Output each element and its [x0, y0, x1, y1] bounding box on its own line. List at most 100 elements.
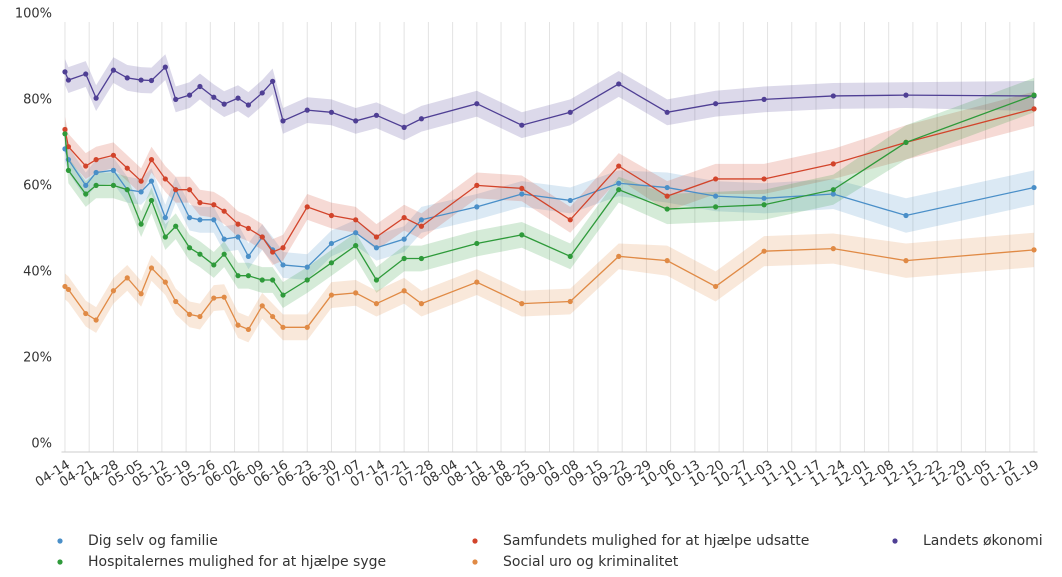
- legend-label: Landets økonomi: [923, 533, 1043, 549]
- data-point: [474, 182, 480, 188]
- data-point: [138, 77, 144, 83]
- data-point: [186, 215, 193, 221]
- data-point: [148, 197, 155, 204]
- data-point: [186, 92, 193, 98]
- data-point: [211, 217, 217, 223]
- legend-marker: [472, 538, 478, 544]
- data-point: [270, 249, 276, 255]
- data-point: [373, 301, 380, 307]
- data-point: [567, 109, 573, 115]
- data-point: [373, 245, 380, 251]
- data-point: [197, 313, 203, 320]
- data-point: [211, 262, 217, 268]
- data-point: [138, 189, 144, 195]
- data-point: [830, 187, 836, 193]
- data-point: [186, 187, 193, 193]
- data-point: [519, 122, 525, 128]
- data-point: [567, 253, 573, 259]
- data-point: [474, 279, 480, 285]
- data-point: [148, 157, 155, 163]
- data-point: [211, 295, 217, 301]
- data-point: [903, 212, 909, 219]
- data-point: [903, 258, 909, 264]
- y-tick-label: 20%: [23, 351, 52, 366]
- data-point: [519, 185, 525, 192]
- data-point: [124, 165, 130, 171]
- data-point: [664, 193, 670, 199]
- data-point: [373, 112, 380, 118]
- data-point: [93, 317, 99, 323]
- data-point: [65, 144, 72, 150]
- data-point: [148, 265, 155, 271]
- data-point: [328, 292, 335, 298]
- confidence-band: [64, 77, 1035, 308]
- data-point: [173, 298, 179, 305]
- data-point: [245, 273, 251, 279]
- data-point: [353, 243, 359, 249]
- data-point: [328, 240, 335, 247]
- data-point: [235, 221, 241, 227]
- data-point: [474, 101, 480, 107]
- legend-marker: [57, 538, 63, 544]
- y-tick-label: 60%: [23, 179, 52, 194]
- data-point: [148, 77, 155, 84]
- data-point: [401, 215, 407, 221]
- data-point: [173, 223, 179, 229]
- data-point: [830, 191, 836, 197]
- data-point: [259, 277, 265, 283]
- data-point: [1031, 247, 1037, 253]
- data-point: [221, 101, 227, 107]
- data-point: [245, 326, 251, 333]
- data-point: [761, 96, 767, 102]
- data-point: [110, 167, 117, 173]
- data-point: [830, 93, 836, 99]
- data-point: [62, 131, 68, 137]
- data-point: [418, 255, 425, 262]
- data-point: [1031, 184, 1037, 191]
- data-point: [664, 109, 670, 115]
- data-point: [401, 288, 407, 294]
- data-point: [830, 161, 836, 167]
- confidence-band: [64, 54, 1035, 141]
- data-point: [664, 184, 670, 191]
- data-point: [245, 225, 251, 231]
- data-point: [328, 260, 335, 266]
- data-point: [353, 217, 359, 223]
- data-point: [373, 234, 380, 240]
- data-point: [713, 101, 719, 107]
- data-point: [280, 262, 286, 268]
- legend-item: Social uro og kriminalitet: [472, 554, 679, 570]
- data-point: [713, 204, 719, 210]
- data-point: [93, 157, 99, 163]
- data-point: [235, 95, 241, 101]
- y-tick-label: 100%: [15, 7, 52, 22]
- data-point: [401, 124, 407, 130]
- data-point: [110, 152, 117, 158]
- data-point: [519, 232, 525, 238]
- data-point: [93, 182, 99, 188]
- data-point: [567, 298, 573, 305]
- legend-label: Hospitalernes mulighed for at hjælpe syg…: [88, 554, 386, 570]
- data-point: [903, 92, 909, 98]
- data-point: [93, 169, 99, 176]
- data-point: [474, 204, 480, 210]
- legend-label: Dig selv og familie: [88, 533, 218, 549]
- data-point: [65, 167, 72, 173]
- data-point: [83, 182, 89, 188]
- data-point: [138, 291, 144, 297]
- data-point: [519, 191, 525, 197]
- legend-label: Samfundets mulighed for at hjælpe udsatt…: [503, 533, 809, 549]
- legend-item: Dig selv og familie: [57, 533, 218, 549]
- data-point: [211, 202, 217, 208]
- y-tick-label: 40%: [23, 265, 52, 280]
- data-point: [761, 195, 767, 201]
- data-point: [401, 236, 407, 242]
- data-point: [162, 279, 168, 285]
- data-point: [616, 81, 622, 87]
- data-point: [83, 191, 89, 197]
- data-point: [62, 69, 68, 75]
- data-point: [373, 277, 380, 283]
- data-point: [304, 277, 310, 283]
- data-point: [83, 163, 89, 169]
